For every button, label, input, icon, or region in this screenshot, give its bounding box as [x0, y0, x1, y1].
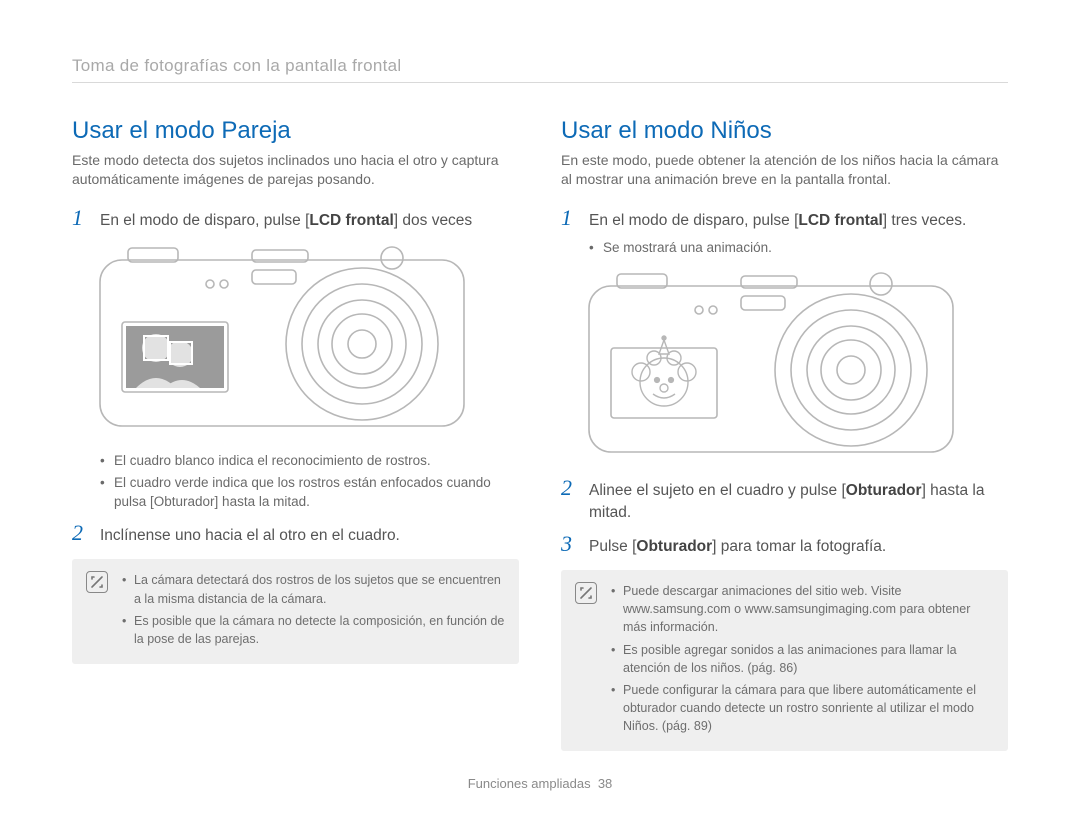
footer-section: Funciones ampliadas	[468, 776, 591, 791]
step-text: En el modo de disparo, pulse [LCD fronta…	[100, 210, 472, 232]
heading-ninos: Usar el modo Niños	[561, 117, 1008, 145]
note-item: Es posible agregar sonidos a las animaci…	[611, 641, 994, 677]
col-right: Usar el modo Niños En este modo, puede o…	[561, 117, 1008, 751]
step-right-3: 3 Pulse [Obturador] para tomar la fotogr…	[561, 533, 1008, 558]
intro-pareja: Este modo detecta dos sujetos inclinados…	[72, 151, 519, 189]
step-number: 1	[72, 207, 90, 229]
note-icon	[86, 571, 108, 593]
step-text: Inclínense uno hacia el al otro en el cu…	[100, 525, 400, 547]
note-list: La cámara detectará dos rostros de los s…	[122, 571, 505, 652]
sub-bullets-right: Se mostrará una animación.	[589, 238, 1008, 258]
note-list: Puede descargar animaciones del sitio we…	[611, 582, 994, 739]
step-number: 2	[72, 522, 90, 544]
bullet: El cuadro verde indica que los rostros e…	[100, 473, 519, 512]
bullet: El cuadro blanco indica el reconocimient…	[100, 451, 519, 471]
bullets-pareja: El cuadro blanco indica el reconocimient…	[100, 451, 519, 512]
note-box-left: La cámara detectará dos rostros de los s…	[72, 559, 519, 664]
intro-ninos: En este modo, puede obtener la atención …	[561, 151, 1008, 189]
note-item: Es posible que la cámara no detecte la c…	[122, 612, 505, 648]
note-item: La cámara detectará dos rostros de los s…	[122, 571, 505, 607]
step-right-2: 2 Alinee el sujeto en el cuadro y pulse …	[561, 477, 1008, 525]
page-footer: Funciones ampliadas 38	[0, 776, 1080, 791]
bullet: Se mostrará una animación.	[589, 238, 1008, 258]
figure-camera-pareja	[92, 242, 519, 437]
note-item: Puede configurar la cámara para que libe…	[611, 681, 994, 735]
breadcrumb: Toma de fotografías con la pantalla fron…	[72, 56, 1008, 83]
step-number: 3	[561, 533, 579, 555]
step-text: Pulse [Obturador] para tomar la fotograf…	[589, 536, 886, 558]
note-box-right: Puede descargar animaciones del sitio we…	[561, 570, 1008, 751]
step-right-1: 1 En el modo de disparo, pulse [LCD fron…	[561, 207, 1008, 232]
step-number: 2	[561, 477, 579, 499]
step-text: Alinee el sujeto en el cuadro y pulse [O…	[589, 480, 1008, 525]
col-left: Usar el modo Pareja Este modo detecta do…	[72, 117, 519, 751]
step-text: En el modo de disparo, pulse [LCD fronta…	[589, 210, 966, 232]
footer-page: 38	[598, 776, 612, 791]
heading-pareja: Usar el modo Pareja	[72, 117, 519, 145]
figure-camera-ninos	[581, 268, 1008, 463]
note-icon	[575, 582, 597, 604]
note-item: Puede descargar animaciones del sitio we…	[611, 582, 994, 636]
step-left-1: 1 En el modo de disparo, pulse [LCD fron…	[72, 207, 519, 232]
step-number: 1	[561, 207, 579, 229]
step-left-2: 2 Inclínense uno hacia el al otro en el …	[72, 522, 519, 547]
